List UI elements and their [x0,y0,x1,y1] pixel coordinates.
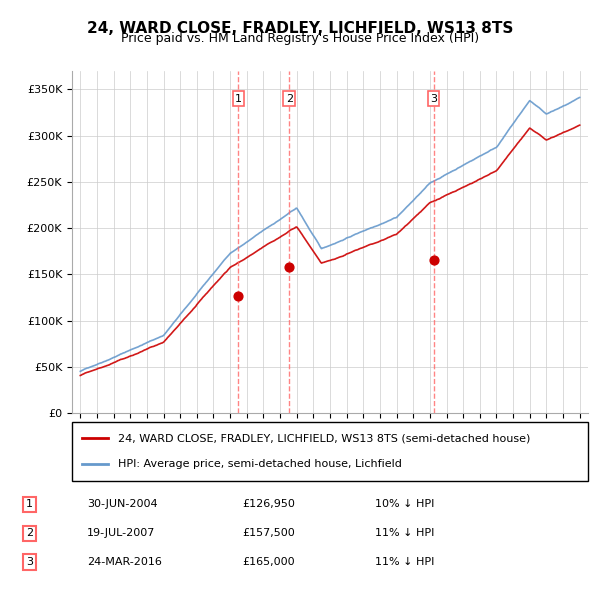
Text: 24, WARD CLOSE, FRADLEY, LICHFIELD, WS13 8TS (semi-detached house): 24, WARD CLOSE, FRADLEY, LICHFIELD, WS13… [118,434,531,443]
Text: 1: 1 [26,500,33,509]
Text: 2: 2 [286,94,293,104]
Text: 30-JUN-2004: 30-JUN-2004 [87,500,158,509]
Text: 1: 1 [235,94,242,104]
Text: 24, WARD CLOSE, FRADLEY, LICHFIELD, WS13 8TS: 24, WARD CLOSE, FRADLEY, LICHFIELD, WS13… [87,21,513,35]
Text: 10% ↓ HPI: 10% ↓ HPI [375,500,434,509]
Text: 24-MAR-2016: 24-MAR-2016 [87,558,162,567]
Text: 19-JUL-2007: 19-JUL-2007 [87,529,155,538]
Point [429,255,439,265]
Text: 11% ↓ HPI: 11% ↓ HPI [375,558,434,567]
Text: £126,950: £126,950 [242,500,295,509]
Text: HPI: Average price, semi-detached house, Lichfield: HPI: Average price, semi-detached house,… [118,460,403,469]
Text: 3: 3 [430,94,437,104]
Text: 2: 2 [26,529,33,538]
Text: 3: 3 [26,558,33,567]
Point [233,291,243,300]
Text: £165,000: £165,000 [242,558,295,567]
Point [284,263,294,272]
FancyBboxPatch shape [72,422,588,481]
Text: Price paid vs. HM Land Registry's House Price Index (HPI): Price paid vs. HM Land Registry's House … [121,32,479,45]
Text: £157,500: £157,500 [242,529,295,538]
Text: 11% ↓ HPI: 11% ↓ HPI [375,529,434,538]
